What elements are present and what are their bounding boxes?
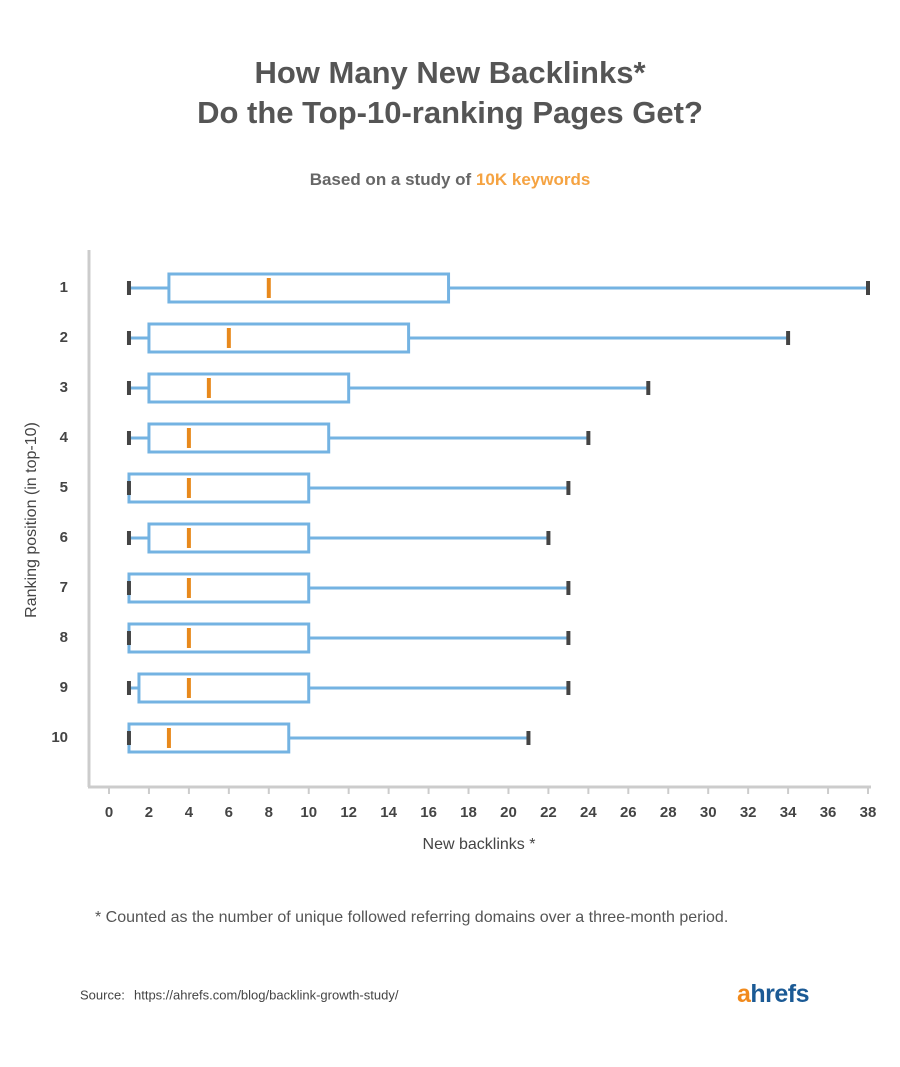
x-tick-label: 14: [380, 804, 397, 821]
y-tick-label: 3: [60, 379, 68, 396]
y-tick-label: 10: [51, 729, 68, 746]
box: [127, 572, 311, 604]
x-tick-label: 24: [580, 804, 597, 821]
y-tick-label: 1: [60, 279, 68, 296]
x-tick-label: 22: [540, 804, 557, 821]
box: [127, 622, 311, 654]
x-tick-label: 6: [225, 804, 233, 821]
x-tick-label: 12: [340, 804, 357, 821]
source-label: Source:: [80, 987, 125, 1002]
x-tick-label: 16: [420, 804, 437, 821]
x-tick-label: 0: [105, 804, 113, 821]
box: [147, 522, 311, 554]
chart-title: Do the Top-10-ranking Pages Get?: [197, 95, 703, 130]
x-tick-label: 2: [145, 804, 153, 821]
x-tick-label: 38: [860, 804, 877, 821]
y-axis-label: Ranking position (in top-10): [23, 422, 40, 618]
x-tick-label: 8: [265, 804, 273, 821]
box: [127, 722, 291, 754]
y-tick-label: 6: [60, 529, 68, 546]
subtitle-highlight: 10K keywords: [476, 170, 590, 189]
x-tick-label: 34: [780, 804, 797, 821]
subtitle-text: Based on a study of: [310, 170, 472, 189]
x-axis-label: New backlinks *: [423, 836, 536, 853]
y-tick-label: 9: [60, 679, 68, 696]
chart-title: How Many New Backlinks*: [254, 55, 646, 90]
source-url: https://ahrefs.com/blog/backlink-growth-…: [134, 987, 399, 1002]
footnote: * Counted as the number of unique follow…: [95, 909, 728, 926]
y-tick-label: 4: [60, 429, 69, 446]
subtitle: Based on a study of 10K keywords: [310, 170, 591, 189]
box: [147, 372, 351, 404]
y-tick-label: 7: [60, 579, 68, 596]
y-tick-label: 2: [60, 329, 68, 346]
box: [147, 322, 411, 354]
box: [147, 422, 331, 454]
x-tick-label: 10: [300, 804, 317, 821]
x-tick-label: 32: [740, 804, 757, 821]
y-tick-label: 5: [60, 479, 68, 496]
x-tick-label: 18: [460, 804, 477, 821]
box: [127, 472, 311, 504]
box: [167, 272, 451, 304]
x-tick-label: 36: [820, 804, 837, 821]
x-tick-label: 26: [620, 804, 637, 821]
x-tick-label: 30: [700, 804, 717, 821]
logo: ahrefs: [737, 980, 810, 1008]
y-tick-label: 8: [60, 629, 68, 646]
x-tick-label: 28: [660, 804, 677, 821]
box: [137, 672, 311, 704]
x-tick-label: 20: [500, 804, 517, 821]
x-tick-label: 4: [185, 804, 194, 821]
